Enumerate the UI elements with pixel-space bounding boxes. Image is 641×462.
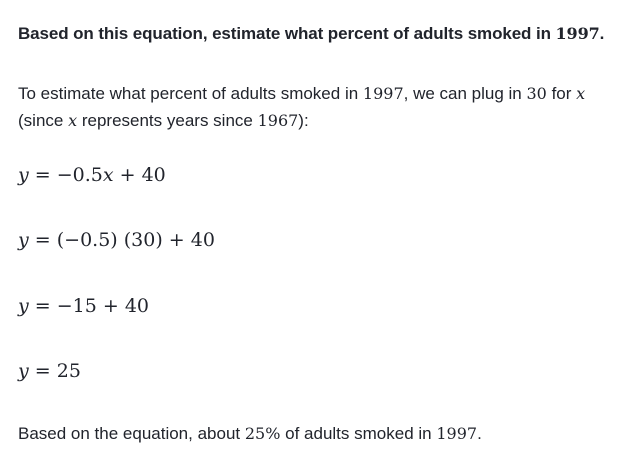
explanation-paragraph: To estimate what percent of adults smoke… xyxy=(18,80,585,134)
equation-line: y = −0.5x + 40 xyxy=(18,163,166,187)
conclusion-paragraph: Based on the equation, about 25% of adul… xyxy=(18,420,482,447)
heading-text: Based on this equation, estimate what pe… xyxy=(18,24,556,43)
equation-expression: = 25 xyxy=(28,360,81,382)
explanation-value: 30 xyxy=(526,84,547,103)
explanation-text: ): xyxy=(298,111,309,130)
equation-expression: = −0.5 xyxy=(28,164,103,186)
explanation-text: for xyxy=(546,84,577,103)
conclusion-percent: 25% xyxy=(244,424,281,443)
conclusion-text: . xyxy=(477,424,482,443)
question-heading: Based on this equation, estimate what pe… xyxy=(18,24,604,44)
explanation-year: 1997 xyxy=(362,84,404,103)
explanation-year: 1967 xyxy=(257,111,299,130)
explanation-text: represents years since xyxy=(77,111,258,130)
heading-year: 1997 xyxy=(555,24,600,43)
equation-expression: = (−0.5) (30) + 40 xyxy=(28,229,215,251)
equation-variable: y xyxy=(18,360,29,382)
conclusion-text: of adults smoked in xyxy=(280,424,437,443)
conclusion-year: 1997 xyxy=(436,424,478,443)
equation-line: y = −15 + 40 xyxy=(18,294,149,318)
explanation-text: To estimate what percent of adults smoke… xyxy=(18,84,363,103)
heading-period: . xyxy=(599,24,605,43)
explanation-variable: x xyxy=(68,111,78,130)
equation-line: y = 25 xyxy=(18,359,81,383)
explanation-text: , we can plug in xyxy=(403,84,527,103)
equation-line: y = (−0.5) (30) + 40 xyxy=(18,228,215,252)
equation-expression: = −15 + 40 xyxy=(28,295,150,317)
equation-variable: y xyxy=(18,164,29,186)
equation-variable: x xyxy=(102,164,114,186)
equation-variable: y xyxy=(18,229,29,251)
conclusion-text: Based on the equation, about xyxy=(18,424,245,443)
equation-expression: + 40 xyxy=(113,164,166,186)
explanation-text: (since xyxy=(18,111,69,130)
explanation-variable: x xyxy=(576,84,586,103)
equation-variable: y xyxy=(18,295,29,317)
